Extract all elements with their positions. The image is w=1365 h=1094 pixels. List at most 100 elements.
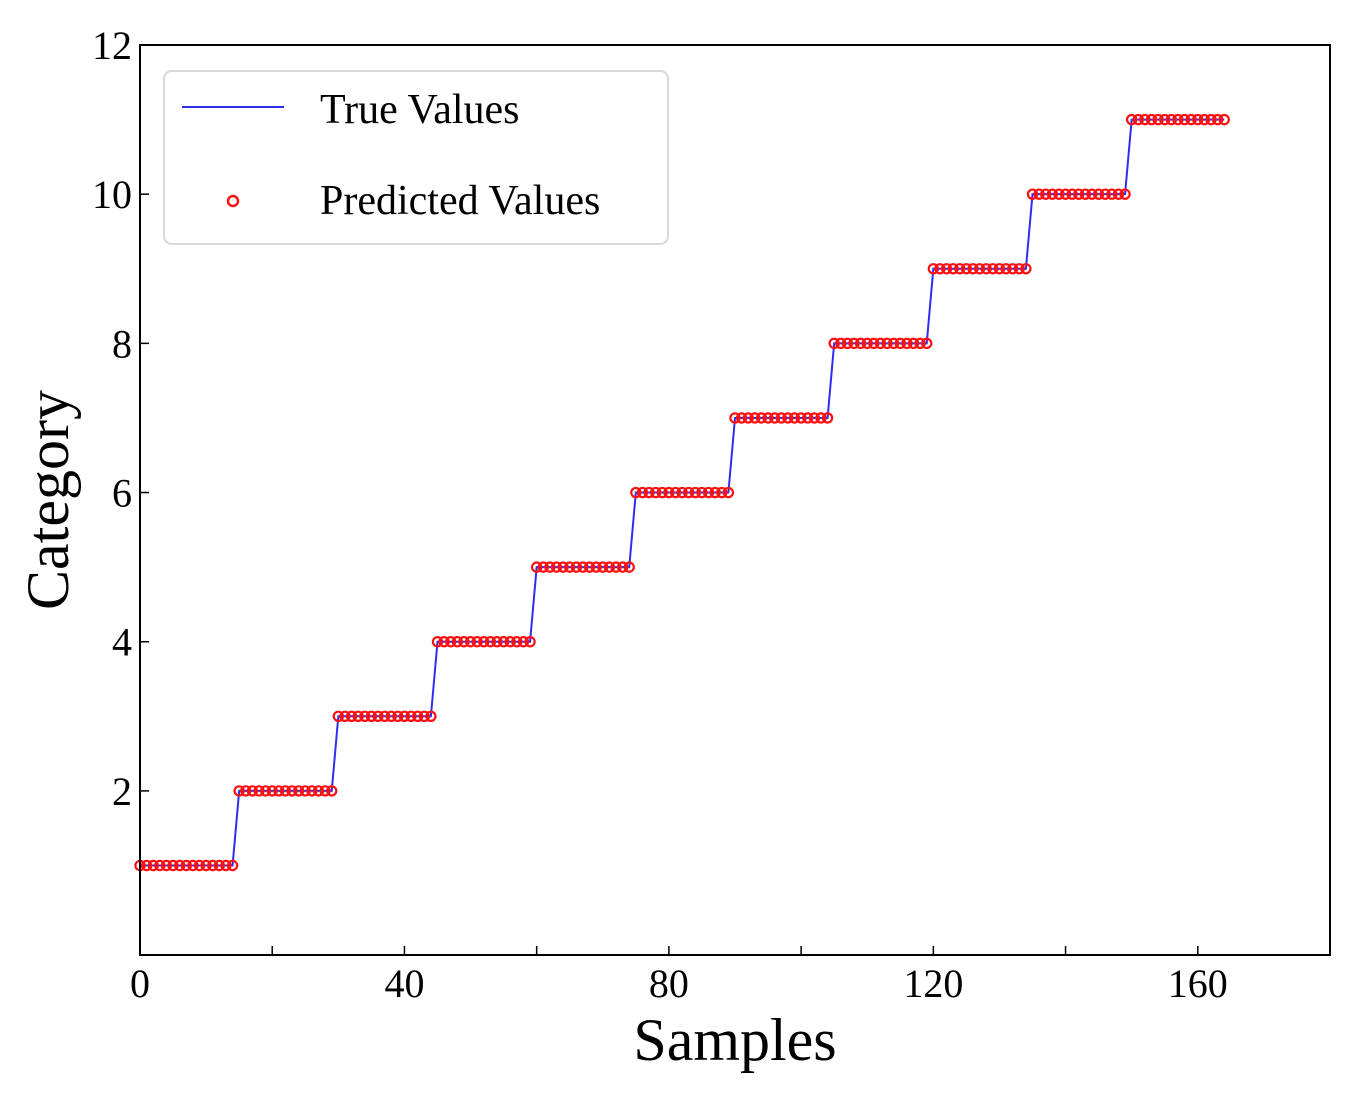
predicted-value-point (841, 337, 854, 350)
predicted-value-point (279, 785, 292, 797)
predicted-value-point (1086, 188, 1098, 200)
predicted-value-point (1040, 188, 1052, 200)
predicted-value-point (365, 710, 378, 723)
predicted-value-point (775, 412, 787, 424)
y-tick-label: 10 (92, 172, 132, 217)
predicted-value-point (550, 561, 563, 573)
predicted-value-point (940, 263, 953, 275)
predicted-value-point (1066, 188, 1078, 200)
legend-predicted-values-label: Predicted Values (320, 178, 600, 224)
predicted-value-point (643, 486, 655, 499)
predicted-value-point (1013, 263, 1025, 275)
predicted-value-point (326, 785, 338, 797)
predicted-value-point (1033, 188, 1045, 200)
predicted-value-point (583, 561, 596, 573)
predicted-value-point (689, 486, 702, 499)
predicted-value-point (782, 412, 794, 424)
predicted-value-point (339, 710, 351, 723)
predicted-value-point (907, 337, 920, 350)
predicted-value-point (702, 486, 715, 499)
predicted-value-point (1020, 263, 1032, 275)
predicted-value-point (597, 561, 609, 573)
predicted-value-point (504, 636, 516, 648)
predicted-value-point (881, 337, 893, 350)
predicted-value-point (1059, 188, 1072, 200)
predicted-value-point (1079, 188, 1092, 200)
x-tick-label: 80 (649, 961, 689, 1006)
predicted-value-point (160, 859, 173, 872)
predicted-value-point (821, 412, 834, 424)
predicted-value-point (372, 710, 384, 723)
predicted-value-point (299, 785, 311, 797)
plot-frame (139, 44, 1331, 956)
predicted-value-point (1218, 113, 1230, 126)
predicted-value-point (193, 859, 206, 872)
predicted-value-point (544, 561, 556, 573)
predicted-value-point (1192, 113, 1204, 126)
predicted-value-point (1006, 263, 1019, 275)
y-tick-label: 4 (112, 620, 132, 665)
predicted-value-point (497, 636, 510, 648)
predicted-value-point (1139, 113, 1151, 126)
predicted-value-point (848, 337, 860, 350)
predicted-value-point (1178, 113, 1191, 126)
predicted-value-point (835, 337, 847, 350)
predicted-value-point (577, 561, 589, 573)
predicted-value-point (312, 785, 325, 797)
predicted-value-point (828, 337, 840, 350)
predicted-value-point (537, 561, 549, 573)
predicted-value-point (709, 486, 721, 499)
predicted-value-point (233, 785, 245, 797)
predicted-value-point (352, 710, 364, 723)
predicted-value-point (154, 859, 166, 872)
predicted-value-point (471, 636, 483, 648)
predicted-value-point (722, 486, 735, 499)
predicted-value-point (1185, 113, 1197, 126)
predicted-value-point (861, 337, 873, 350)
predicted-value-point (973, 263, 986, 275)
predicted-value-point (1000, 263, 1012, 275)
predicted-value-point (1172, 113, 1184, 126)
predicted-value-point (478, 636, 490, 648)
predicted-value-point (517, 636, 530, 648)
predicted-value-point (815, 412, 827, 424)
predicted-value-point (220, 859, 232, 872)
predicted-value-point (511, 636, 523, 648)
y-axis: 2 4 6 8 10 12 (92, 23, 149, 814)
predicted-value-point (1159, 113, 1171, 126)
predicted-value-point (392, 710, 404, 723)
predicted-value-point (491, 636, 503, 648)
y-tick-label: 12 (92, 23, 132, 68)
predicted-value-point (887, 337, 900, 350)
predicted-value-point (286, 785, 298, 797)
predicted-value-point (630, 486, 642, 499)
predicted-value-point (398, 710, 411, 723)
predicted-value-point (418, 710, 430, 723)
predicted-value-point (484, 636, 497, 648)
predicted-value-point (914, 337, 926, 350)
predicted-value-point (1125, 113, 1138, 126)
predicted-value-point (901, 337, 913, 350)
predicted-value-point (616, 561, 629, 573)
predicted-value-point (1092, 188, 1105, 200)
predicted-value-point (669, 486, 682, 499)
predicted-value-point (676, 486, 688, 499)
predicted-value-point (663, 486, 675, 499)
predicted-value-point (967, 263, 979, 275)
predicted-value-point (854, 337, 867, 350)
predicted-value-point (735, 412, 748, 424)
predicted-value-point (187, 859, 199, 872)
predicted-value-point (359, 710, 371, 723)
predicted-value-point (808, 412, 821, 424)
predicted-value-point (332, 710, 345, 723)
x-tick-label: 0 (130, 961, 150, 1006)
x-axis: 0 40 80 120 160 (130, 946, 1228, 1006)
predicted-value-point (1165, 113, 1178, 126)
predicted-value-point (405, 710, 417, 723)
predicted-value-point (934, 263, 946, 275)
predicted-value-point (1198, 113, 1211, 126)
predicted-value-point (649, 486, 662, 499)
predicted-value-point (524, 636, 536, 648)
predicted-value-point (226, 859, 239, 872)
